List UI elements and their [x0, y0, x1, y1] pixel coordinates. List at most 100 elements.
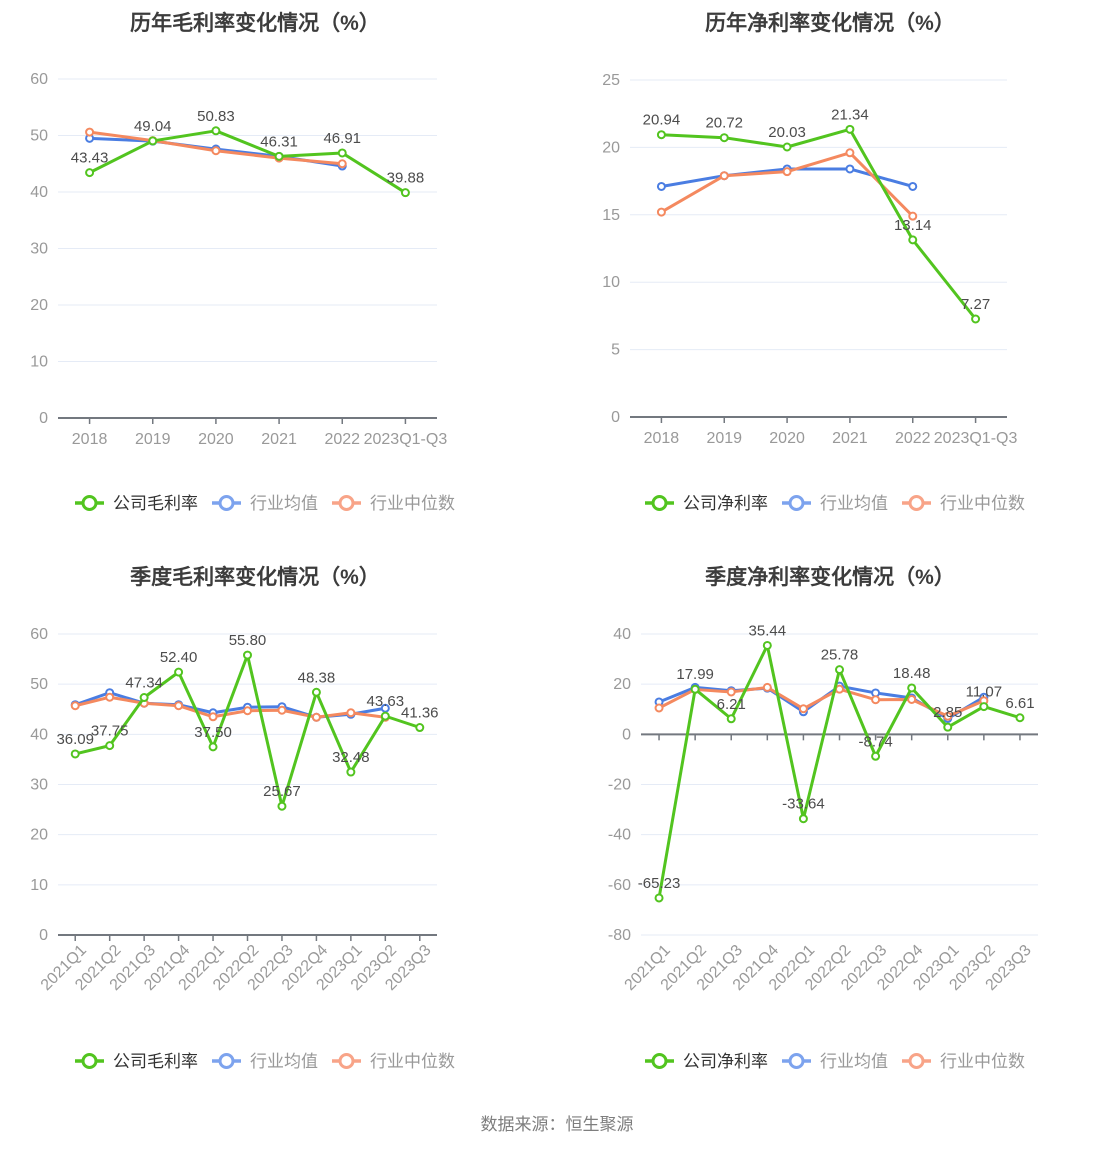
data-label: 6.21	[717, 696, 746, 713]
y-tick-label: 0	[39, 410, 48, 427]
data-point	[726, 714, 736, 724]
data-point	[871, 695, 881, 705]
data-point	[835, 665, 844, 675]
legend-label: 公司净利率	[683, 494, 768, 513]
data-point	[85, 127, 95, 137]
data-point	[148, 136, 158, 146]
chart-title: 季度净利率变化情况（%）	[705, 565, 955, 589]
data-point	[654, 893, 664, 903]
legend-item-industry-mean[interactable]: 行业均值	[212, 494, 318, 513]
data-point	[726, 687, 736, 697]
data-label: 2.85	[933, 704, 962, 721]
data-point	[798, 814, 808, 824]
data-label: 50.83	[197, 108, 235, 125]
data-label: 37.50	[194, 724, 232, 741]
y-tick-label: 20	[30, 297, 48, 314]
legend-item-industry-mean[interactable]: 行业均值	[212, 1052, 318, 1071]
industry-median-line	[73, 695, 387, 719]
data-point	[908, 181, 918, 191]
data-point	[907, 694, 917, 704]
data-point	[311, 687, 321, 697]
legend-item-industry-median[interactable]: 行业中位数	[332, 494, 455, 513]
legend-item-industry-median[interactable]: 行业中位数	[902, 494, 1025, 513]
legend-item-industry-median[interactable]: 行业中位数	[332, 1052, 455, 1071]
data-point	[762, 640, 772, 650]
data-label: 46.91	[323, 130, 361, 147]
data-point	[274, 151, 284, 161]
legend-label: 行业均值	[820, 494, 888, 513]
x-tick-label: 2020	[198, 431, 234, 448]
data-point	[654, 703, 664, 713]
data-point	[337, 148, 347, 158]
chart-title: 历年毛利率变化情况（%）	[130, 11, 380, 35]
data-point	[719, 171, 729, 181]
y-tick-label: 15	[602, 207, 620, 224]
data-point	[943, 722, 953, 732]
y-tick-label: 0	[611, 409, 620, 426]
data-label: 37.75	[91, 723, 129, 740]
legend-marker-circle	[908, 495, 925, 511]
data-label: 17.99	[676, 666, 714, 683]
data-point	[243, 706, 252, 716]
y-tick-label: 5	[611, 342, 620, 359]
data-point	[835, 684, 844, 694]
y-tick-label: 30	[30, 777, 48, 794]
y-tick-label: 50	[30, 676, 48, 693]
data-label: 49.04	[134, 118, 172, 135]
data-label: 46.31	[260, 133, 298, 150]
data-point	[979, 702, 989, 712]
legend-item-company[interactable]: 公司毛利率	[75, 494, 198, 513]
legend-label: 行业均值	[250, 1052, 318, 1071]
y-tick-label: 60	[30, 71, 48, 88]
data-point	[1015, 713, 1025, 723]
x-tick-label: 2018	[644, 430, 680, 447]
data-point	[782, 167, 792, 177]
data-point	[845, 124, 855, 134]
x-tick-label: 2019	[135, 431, 171, 448]
x-tick-label: 2019	[706, 430, 742, 447]
data-point	[346, 708, 356, 718]
data-point	[798, 704, 808, 714]
y-tick-label: 20	[602, 139, 620, 156]
x-tick-label: 2021	[261, 431, 297, 448]
data-point	[174, 667, 184, 677]
data-point	[139, 693, 149, 703]
data-label: 7.27	[961, 296, 990, 313]
legend-marker-circle	[338, 495, 355, 511]
x-tick-label: 2018	[72, 431, 108, 448]
data-point	[337, 159, 347, 169]
legend-marker-circle	[788, 495, 805, 511]
data-label: 20.03	[768, 124, 806, 141]
legend-label: 行业中位数	[370, 1052, 455, 1071]
y-tick-label: 60	[30, 626, 48, 643]
legend-item-company[interactable]: 公司净利率	[645, 1052, 768, 1071]
legend-item-industry-mean[interactable]: 行业均值	[782, 494, 888, 513]
data-point	[400, 188, 410, 198]
x-tick-label: 2023Q1-Q3	[934, 430, 1018, 447]
data-point	[211, 146, 221, 156]
data-point	[277, 705, 287, 715]
y-tick-label: 40	[30, 726, 48, 743]
legend-label: 公司净利率	[683, 1052, 768, 1071]
data-label: 25.78	[821, 647, 859, 664]
data-label: 25.67	[263, 783, 301, 800]
y-tick-label: 0	[622, 726, 631, 743]
legend-item-company[interactable]: 公司净利率	[645, 494, 768, 513]
data-point	[211, 126, 221, 136]
data-label: 48.38	[298, 669, 336, 686]
legend-marker-circle	[788, 1053, 805, 1069]
legend-item-industry-mean[interactable]: 行业均值	[782, 1052, 888, 1071]
y-tick-label: 30	[30, 241, 48, 258]
legend-marker-circle	[908, 1053, 925, 1069]
legend-item-industry-median[interactable]: 行业中位数	[902, 1052, 1025, 1071]
chart-quarterly-net-margin: 季度净利率变化情况（%）40200-20-40-60-802021Q12021Q…	[608, 565, 1038, 1071]
company-line	[659, 127, 978, 321]
legend-marker-circle	[651, 495, 668, 511]
legend-item-company[interactable]: 公司毛利率	[75, 1052, 198, 1071]
chart-annual-net-margin: 历年净利率变化情况（%） 25 20 15 10 5 0 2018 2019 2020 2021 20…	[602, 11, 1025, 513]
data-label: 39.88	[387, 170, 425, 187]
data-point	[782, 142, 792, 152]
x-tick-label: 2021	[832, 430, 868, 447]
data-point	[943, 711, 953, 721]
